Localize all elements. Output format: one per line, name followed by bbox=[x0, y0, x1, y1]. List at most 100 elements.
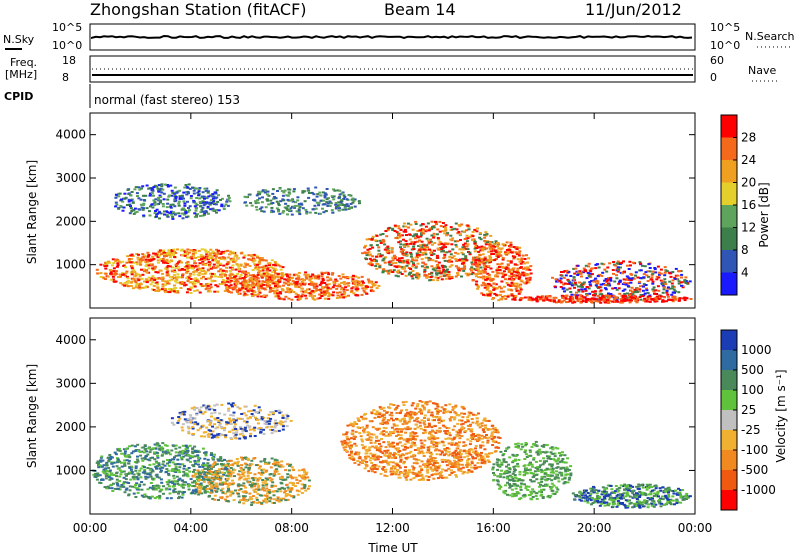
echo-cell bbox=[158, 447, 162, 450]
echo-cell bbox=[338, 189, 342, 192]
echo-cell bbox=[488, 294, 492, 297]
echo-cell bbox=[163, 261, 167, 264]
echo-cell bbox=[470, 269, 473, 272]
echo-cell bbox=[115, 481, 119, 484]
echo-cell bbox=[516, 267, 520, 270]
echo-cell bbox=[362, 289, 366, 292]
echo-cell bbox=[492, 248, 496, 251]
echo-cell bbox=[132, 209, 136, 211]
echo-cell bbox=[252, 258, 256, 261]
echo-cell bbox=[617, 287, 621, 290]
echo-cell bbox=[145, 263, 149, 266]
echo-cell bbox=[167, 474, 171, 477]
echo-cell bbox=[639, 277, 643, 280]
echo-cell bbox=[123, 491, 127, 494]
echo-cell bbox=[535, 299, 539, 302]
colorbar-tick-label: 16 bbox=[741, 198, 756, 212]
echo-cell bbox=[241, 286, 245, 289]
echo-cell bbox=[161, 205, 165, 208]
echo-cell bbox=[306, 187, 310, 190]
echo-cell bbox=[170, 249, 174, 251]
echo-cell bbox=[176, 190, 180, 193]
echo-cell bbox=[441, 246, 445, 249]
echo-cell bbox=[223, 492, 227, 495]
echo-cell bbox=[579, 297, 583, 300]
echo-cell bbox=[279, 292, 283, 295]
echo-cell bbox=[399, 240, 402, 243]
echo-cell bbox=[422, 228, 426, 231]
echo-cell bbox=[234, 489, 237, 492]
echo-cell bbox=[191, 481, 195, 484]
echo-cell bbox=[183, 254, 187, 257]
echo-cell bbox=[320, 271, 324, 274]
echo-cell bbox=[170, 189, 174, 192]
echo-cell bbox=[224, 270, 228, 273]
echo-cell bbox=[492, 282, 496, 285]
echo-cell bbox=[140, 206, 144, 209]
echo-cell bbox=[461, 253, 465, 256]
echo-cell bbox=[480, 245, 484, 248]
echo-cell bbox=[575, 291, 578, 294]
echo-cell bbox=[343, 292, 347, 294]
echo-cell bbox=[203, 467, 207, 470]
echo-cell bbox=[287, 297, 291, 300]
echo-cell bbox=[243, 462, 247, 465]
echo-cell bbox=[608, 284, 612, 287]
echo-cell bbox=[260, 257, 264, 259]
echo-cell bbox=[274, 286, 278, 289]
echo-cell bbox=[597, 286, 601, 289]
echo-cell bbox=[303, 483, 307, 486]
echo-cell bbox=[575, 294, 579, 297]
echo-cell bbox=[203, 491, 207, 494]
echo-cell bbox=[396, 270, 399, 273]
echo-cell bbox=[639, 269, 643, 272]
echo-cell bbox=[271, 188, 275, 191]
echo-cell bbox=[175, 475, 179, 478]
echo-cell bbox=[191, 267, 195, 270]
echo-cell bbox=[201, 447, 205, 450]
echo-cell bbox=[120, 470, 123, 473]
echo-cell bbox=[340, 293, 344, 296]
echo-cell bbox=[562, 299, 566, 302]
echo-cell bbox=[255, 498, 259, 501]
echo-cell bbox=[116, 264, 120, 267]
echo-cell bbox=[304, 208, 308, 211]
echo-cell bbox=[206, 205, 210, 208]
echo-cell bbox=[483, 257, 487, 260]
echo-cell bbox=[125, 275, 129, 278]
echo-cell bbox=[138, 483, 142, 486]
echo-cell bbox=[236, 460, 240, 463]
echo-cell bbox=[305, 277, 309, 280]
echo-cell bbox=[227, 291, 231, 293]
echo-cell bbox=[431, 243, 434, 246]
echo-cell bbox=[251, 483, 254, 486]
echo-cell bbox=[152, 463, 156, 466]
echo-cell bbox=[273, 472, 276, 475]
echo-cell bbox=[136, 460, 140, 463]
echo-cell bbox=[161, 463, 165, 466]
echo-cell bbox=[177, 497, 180, 500]
echo-cell bbox=[128, 456, 132, 459]
echo-cell bbox=[349, 291, 353, 293]
echo-cell bbox=[267, 262, 271, 265]
echo-cell bbox=[257, 271, 260, 274]
echo-cell bbox=[151, 255, 155, 258]
echo-cell bbox=[478, 260, 482, 263]
echo-cell bbox=[178, 463, 182, 466]
echo-cell bbox=[360, 275, 364, 278]
echo-cell bbox=[205, 472, 209, 475]
echo-cell bbox=[264, 482, 268, 485]
echo-cell bbox=[173, 483, 176, 486]
echo-cell bbox=[480, 270, 484, 273]
echo-cell bbox=[161, 285, 165, 288]
echo-cell bbox=[377, 246, 381, 249]
echo-cell bbox=[612, 298, 616, 301]
echo-cell bbox=[434, 276, 438, 279]
echo-cell bbox=[298, 213, 302, 216]
echo-cell bbox=[124, 455, 127, 458]
echo-cell bbox=[377, 284, 381, 287]
echo-cell bbox=[605, 270, 609, 273]
echo-cell bbox=[440, 248, 444, 251]
echo-cell bbox=[151, 281, 155, 284]
echo-cell bbox=[302, 290, 306, 293]
